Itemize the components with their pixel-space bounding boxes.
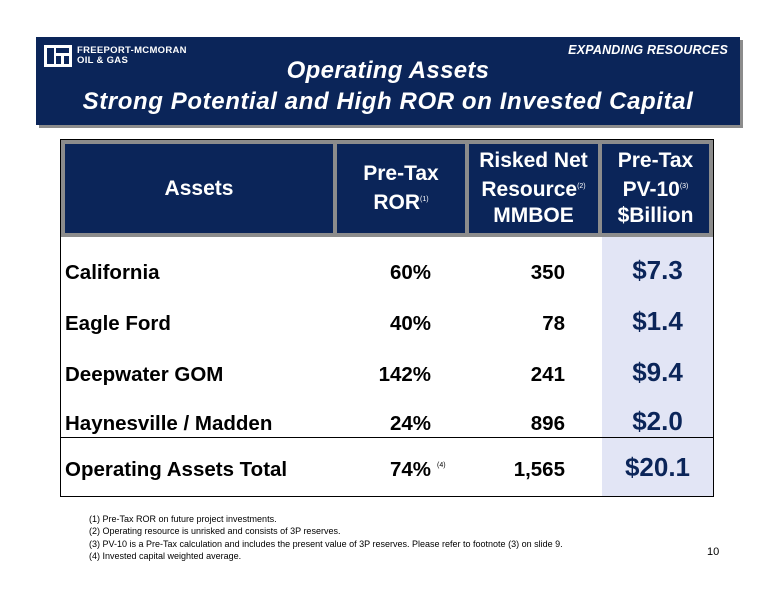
total-pv: $20.1 [624, 452, 691, 482]
page-subtitle: Strong Potential and High ROR on Investe… [82, 88, 694, 115]
footnote: (3) PV-10 is a Pre-Tax calculation and i… [89, 538, 563, 549]
asset-name: Haynesville / Madden [65, 412, 273, 435]
table-row: Eagle Ford 40% 78 $1.4 [61, 304, 713, 344]
column-header-resource: Risked Net Resource(2) MMBOE [469, 144, 598, 233]
table-row: California 60% 350 $7.3 [61, 253, 713, 293]
total-row: Operating Assets Total 74% (4) 1,565 $20… [61, 450, 713, 490]
asset-pv: $2.0 [632, 406, 683, 436]
footnote: (4) Invested capital weighted average. [89, 550, 242, 561]
header-banner: FREEPORT-MCMORAN OIL & GAS EXPANDING RES… [36, 37, 740, 125]
logo-line-2: OIL & GAS [77, 55, 129, 66]
total-resource: 1,565 [513, 458, 565, 481]
asset-name: Eagle Ford [65, 312, 171, 335]
section-label: EXPANDING RESOURCES [568, 43, 728, 57]
asset-name: Deepwater GOM [65, 363, 224, 386]
asset-resource: 241 [530, 363, 565, 386]
footnote: (1) Pre-Tax ROR on future project invest… [89, 514, 277, 524]
column-header-ror: Pre-Tax ROR(1) [337, 144, 465, 233]
fm-logo-icon [44, 45, 72, 67]
table-row: Haynesville / Madden 24% 896 $2.0 [61, 404, 713, 444]
asset-name: California [65, 261, 160, 284]
asset-pv: $1.4 [632, 306, 683, 336]
column-header-pv10: Pre-Tax PV-10(3) $Billion [602, 144, 709, 233]
company-logo: FREEPORT-MCMORAN OIL & GAS [44, 45, 187, 67]
asset-ror: 40% [389, 312, 431, 335]
table-row: Deepwater GOM 142% 241 $9.4 [61, 355, 713, 395]
asset-ror: 142% [378, 363, 431, 386]
asset-resource: 78 [542, 312, 565, 335]
asset-pv: $7.3 [632, 255, 683, 285]
asset-ror: 60% [389, 261, 431, 284]
total-ror-footnote: (4) [437, 462, 446, 469]
total-divider [61, 437, 713, 438]
asset-ror: 24% [389, 412, 431, 435]
total-name: Operating Assets Total [65, 458, 288, 481]
assets-table: Assets Pre-Tax ROR(1) Risked Net Resourc… [60, 139, 714, 497]
asset-resource: 896 [530, 412, 565, 435]
total-ror: 74% [389, 458, 431, 481]
pv-column-highlight [602, 237, 713, 496]
column-header-assets: Assets [65, 144, 333, 233]
page-number: 10 [707, 546, 720, 558]
footnotes: (1) Pre-Tax ROR on future project invest… [89, 513, 563, 562]
asset-pv: $9.4 [632, 357, 683, 387]
footnote: (2) Operating resource is unrisked and c… [89, 526, 341, 537]
logo-line-1: FREEPORT-MCMORAN [77, 45, 187, 56]
page-title: Operating Assets [286, 57, 490, 84]
asset-resource: 350 [530, 261, 565, 284]
table-header: Assets Pre-Tax ROR(1) Risked Net Resourc… [61, 140, 713, 237]
